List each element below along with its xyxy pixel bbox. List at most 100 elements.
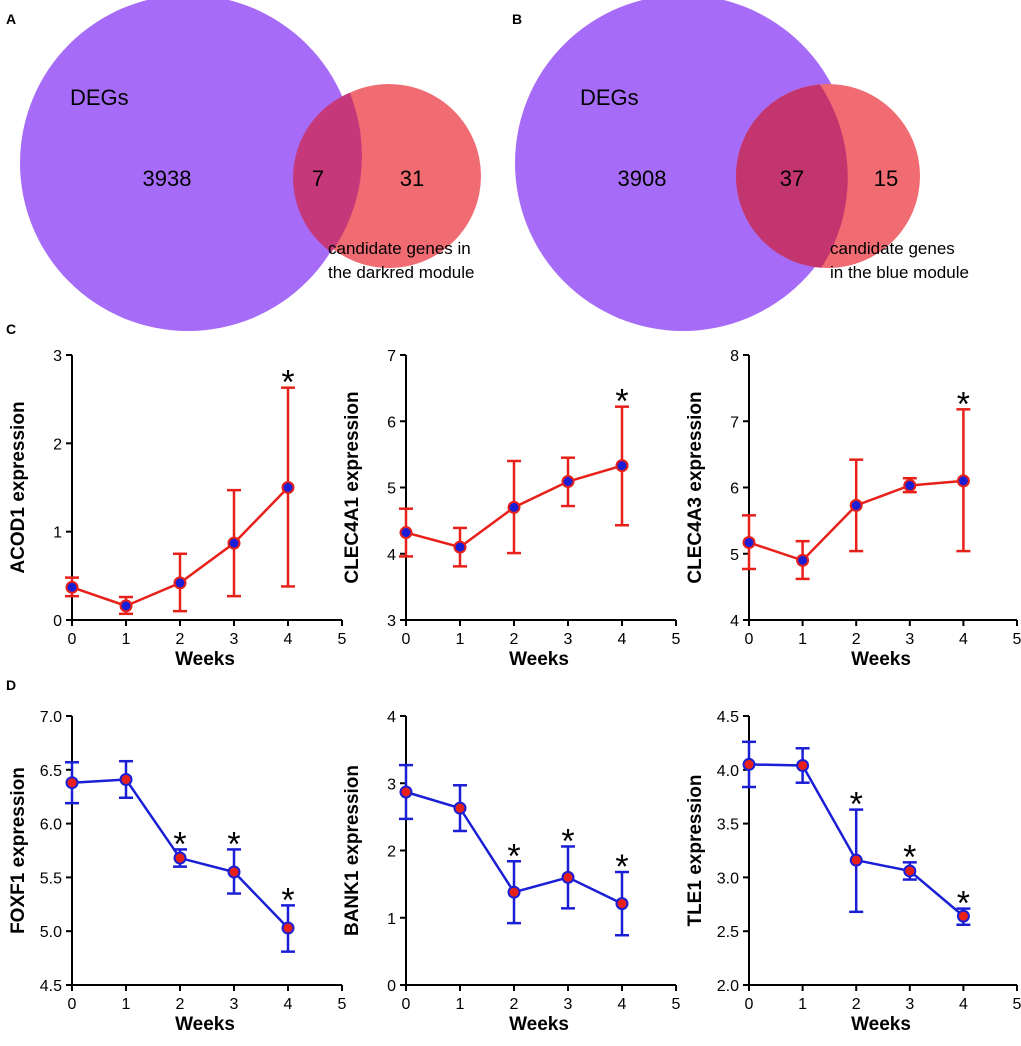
venn-a-module-count: 31	[400, 166, 424, 191]
significance-marker: *	[615, 383, 628, 421]
y-tick-label: 4	[387, 709, 396, 726]
x-tick-label: 4	[284, 996, 293, 1013]
panel-letter-c: C	[6, 321, 16, 337]
y-tick-label: 3	[387, 776, 396, 793]
y-tick-label: 6.5	[40, 763, 62, 780]
venn-diagram-b: B DEGs 3908 37 15 candidate genes in the…	[512, 0, 969, 331]
y-tick-label: 4.5	[40, 978, 62, 995]
data-point	[453, 801, 467, 815]
data-point	[507, 885, 521, 899]
y-tick-label: 1	[53, 525, 62, 542]
x-tick-label: 3	[905, 996, 914, 1013]
y-tick-label: 3.5	[717, 817, 739, 834]
y-axis-title: BANK1 expression	[342, 765, 363, 936]
data-point	[281, 921, 295, 935]
x-axis-title: Weeks	[851, 649, 911, 670]
chart-foxf1: 4.5 5.0 5.5 6.0 6.5 7.0 0 1 2 3 4 5 Weeks FOXF1 expre…	[8, 709, 347, 1035]
data-point	[903, 479, 917, 493]
y-tick-label: 1	[387, 911, 396, 928]
y-tick-label: 3	[387, 613, 396, 630]
data-point	[65, 776, 79, 790]
venn-a-caption-line2: the darkred module	[328, 263, 474, 282]
x-tick-label: 2	[176, 996, 185, 1013]
data-point	[615, 459, 629, 473]
y-tick-label: 6	[730, 481, 739, 498]
y-tick-label: 5	[730, 547, 739, 564]
x-tick-label: 4	[618, 631, 627, 648]
y-tick-label: 3	[53, 348, 62, 365]
data-point	[281, 481, 295, 494]
x-axis-title: Weeks	[175, 649, 235, 670]
significance-marker: *	[615, 848, 628, 886]
venn-a-degs-count: 3938	[143, 166, 192, 191]
y-tick-label: 0	[53, 613, 62, 630]
x-tick-label: 5	[672, 996, 681, 1013]
data-point	[173, 851, 187, 865]
x-axis-title: Weeks	[509, 1014, 569, 1035]
significance-marker: *	[507, 837, 520, 875]
data-point	[956, 909, 970, 923]
x-tick-label: 5	[338, 631, 347, 648]
y-tick-label: 5.0	[40, 924, 62, 941]
venn-b-module-count: 15	[874, 166, 898, 191]
venn-diagram-a: A DEGs 3938 7 31 candidate genes in the …	[6, 0, 481, 331]
x-axis-title: Weeks	[851, 1014, 911, 1035]
y-tick-label: 4	[387, 547, 396, 564]
data-point	[742, 535, 756, 549]
data-point	[849, 498, 863, 512]
venn-b-caption-line1: candidate genes	[830, 239, 955, 258]
panel-letter-b: B	[512, 11, 522, 27]
y-tick-label: 2.5	[717, 924, 739, 941]
y-axis-title: CLEC4A1 expression	[342, 391, 363, 583]
x-tick-label: 5	[672, 631, 681, 648]
panel-letter-a: A	[6, 11, 16, 27]
y-tick-label: 5	[387, 481, 396, 498]
data-point	[796, 758, 810, 772]
x-tick-label: 1	[122, 996, 131, 1013]
significance-marker: *	[903, 838, 916, 876]
significance-marker: *	[227, 825, 240, 863]
x-tick-label: 1	[122, 631, 131, 648]
x-tick-label: 0	[402, 996, 411, 1013]
y-tick-label: 6	[387, 414, 396, 431]
y-axis-title: FOXF1 expression	[8, 767, 29, 934]
venn-b-degs-circle	[515, 0, 851, 331]
x-tick-label: 1	[798, 996, 807, 1013]
x-tick-label: 0	[68, 631, 77, 648]
x-tick-label: 0	[745, 631, 754, 648]
data-point	[65, 580, 79, 594]
y-tick-label: 6.0	[40, 817, 62, 834]
venn-a-degs-circle	[20, 0, 356, 331]
x-tick-label: 1	[456, 996, 465, 1013]
data-point	[453, 540, 467, 554]
x-tick-label: 3	[230, 996, 239, 1013]
y-tick-label: 2	[387, 844, 396, 861]
data-point	[227, 865, 241, 879]
venn-a-overlap	[293, 92, 362, 253]
venn-a-caption-line1: candidate genes in	[328, 239, 471, 258]
y-tick-label: 7	[387, 348, 396, 365]
significance-marker: *	[281, 881, 294, 919]
x-tick-label: 0	[402, 631, 411, 648]
y-tick-label: 4.0	[717, 763, 739, 780]
chart-acod1: 0 1 2 3 0 1 2 3 4 5 Weeks ACOD1 expression *	[8, 348, 347, 670]
venn-b-degs-count: 3908	[618, 166, 667, 191]
y-tick-label: 5.5	[40, 870, 62, 887]
venn-b-caption-line2: in the blue module	[830, 263, 969, 282]
data-point	[796, 553, 810, 567]
x-tick-label: 2	[852, 996, 861, 1013]
x-tick-label: 2	[176, 631, 185, 648]
data-point	[119, 772, 133, 786]
data-point	[507, 500, 521, 514]
y-tick-label: 4.5	[717, 709, 739, 726]
data-point	[742, 757, 756, 771]
venn-a-overlap-count: 7	[312, 166, 324, 191]
y-axis-title: TLE1 expression	[685, 774, 706, 926]
significance-marker: *	[561, 822, 574, 860]
y-tick-label: 3.0	[717, 870, 739, 887]
data-point	[903, 864, 917, 878]
significance-marker: *	[957, 885, 970, 923]
significance-marker: *	[281, 364, 294, 402]
x-tick-label: 5	[1013, 631, 1021, 648]
